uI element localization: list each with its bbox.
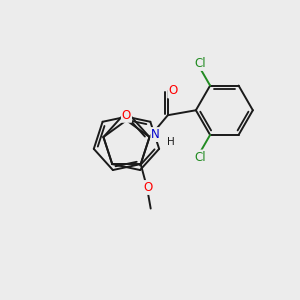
Text: Cl: Cl	[194, 151, 206, 164]
Text: Cl: Cl	[194, 57, 206, 70]
Text: O: O	[168, 85, 177, 98]
Text: O: O	[144, 181, 153, 194]
Text: N: N	[151, 128, 160, 141]
Text: O: O	[122, 109, 131, 122]
Text: H: H	[167, 137, 175, 147]
